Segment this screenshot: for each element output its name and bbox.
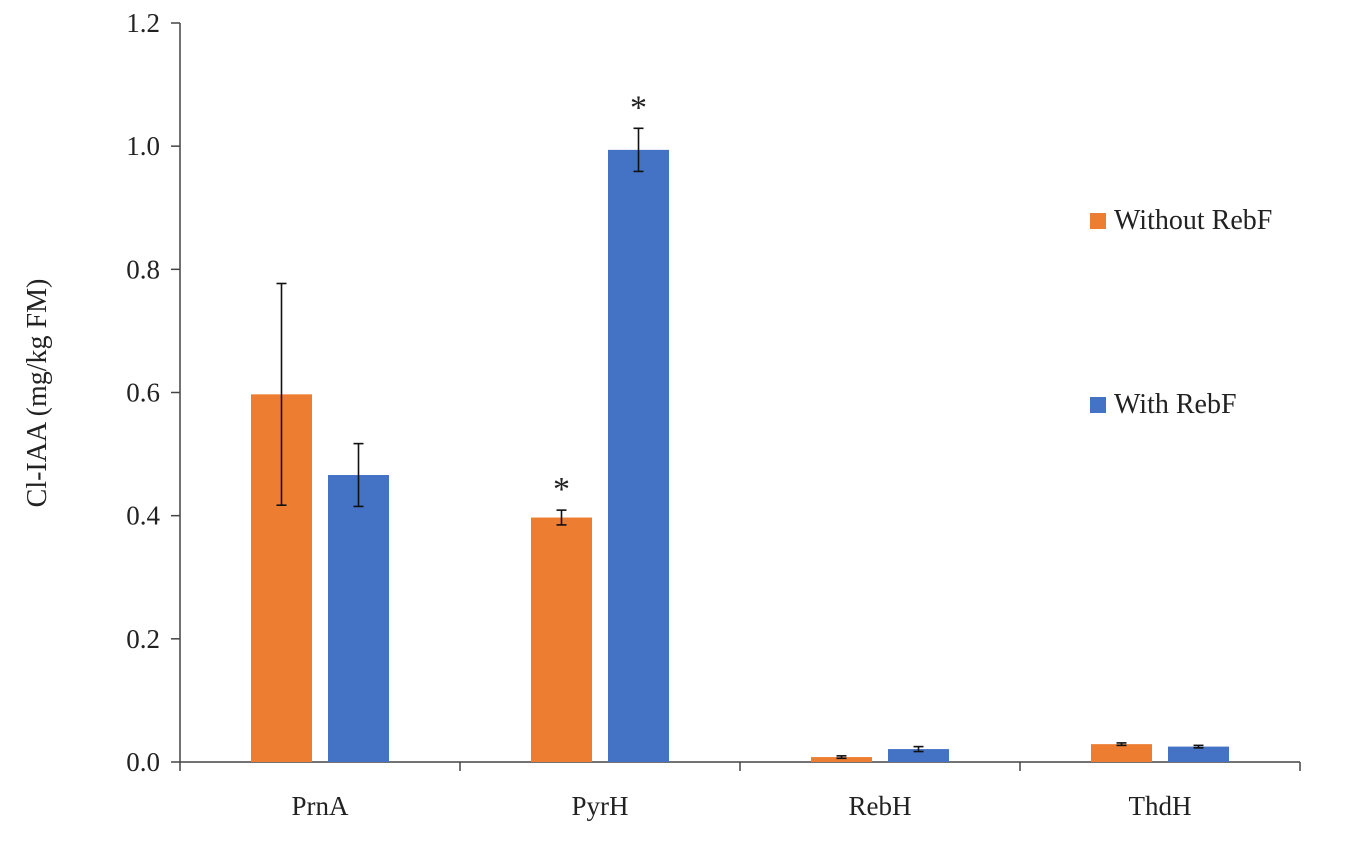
y-tick-label: 0.6 xyxy=(126,378,160,408)
legend-swatch xyxy=(1090,213,1106,229)
y-axis: 0.0 0.2 0.4 0.6 0.8 1.0 1.2 xyxy=(126,8,181,777)
x-category-label: PyrH xyxy=(571,791,628,821)
bar xyxy=(608,149,669,762)
legend: Without RebF With RebF xyxy=(1090,205,1272,420)
legend-swatch xyxy=(1090,397,1106,413)
error-bars xyxy=(276,127,1204,760)
bar xyxy=(531,517,592,762)
y-axis-title: Cl-IAA (mg/kg FM) xyxy=(22,279,53,508)
legend-label: With RebF xyxy=(1114,389,1237,420)
x-category-label: ThdH xyxy=(1129,791,1192,821)
significance-asterisk: * xyxy=(630,89,647,126)
x-axis: PrnA PyrH RebH ThdH xyxy=(179,761,1301,821)
significance-marks: ** xyxy=(553,89,647,508)
y-tick-label: 1.2 xyxy=(126,8,160,38)
y-tick-label: 1.0 xyxy=(126,131,160,161)
y-tick-label: 0.8 xyxy=(126,254,160,284)
bar xyxy=(1168,746,1229,762)
bars xyxy=(251,149,1229,762)
legend-label: Without RebF xyxy=(1114,205,1272,236)
bar xyxy=(811,757,872,762)
x-category-label: RebH xyxy=(849,791,912,821)
y-tick-label: 0.0 xyxy=(126,747,160,777)
bar xyxy=(1091,744,1152,762)
significance-asterisk: * xyxy=(553,471,570,508)
y-tick-label: 0.4 xyxy=(126,501,160,531)
bar xyxy=(888,749,949,762)
y-tick-label: 0.2 xyxy=(126,624,160,654)
x-category-label: PrnA xyxy=(291,791,349,821)
bar xyxy=(328,475,389,762)
